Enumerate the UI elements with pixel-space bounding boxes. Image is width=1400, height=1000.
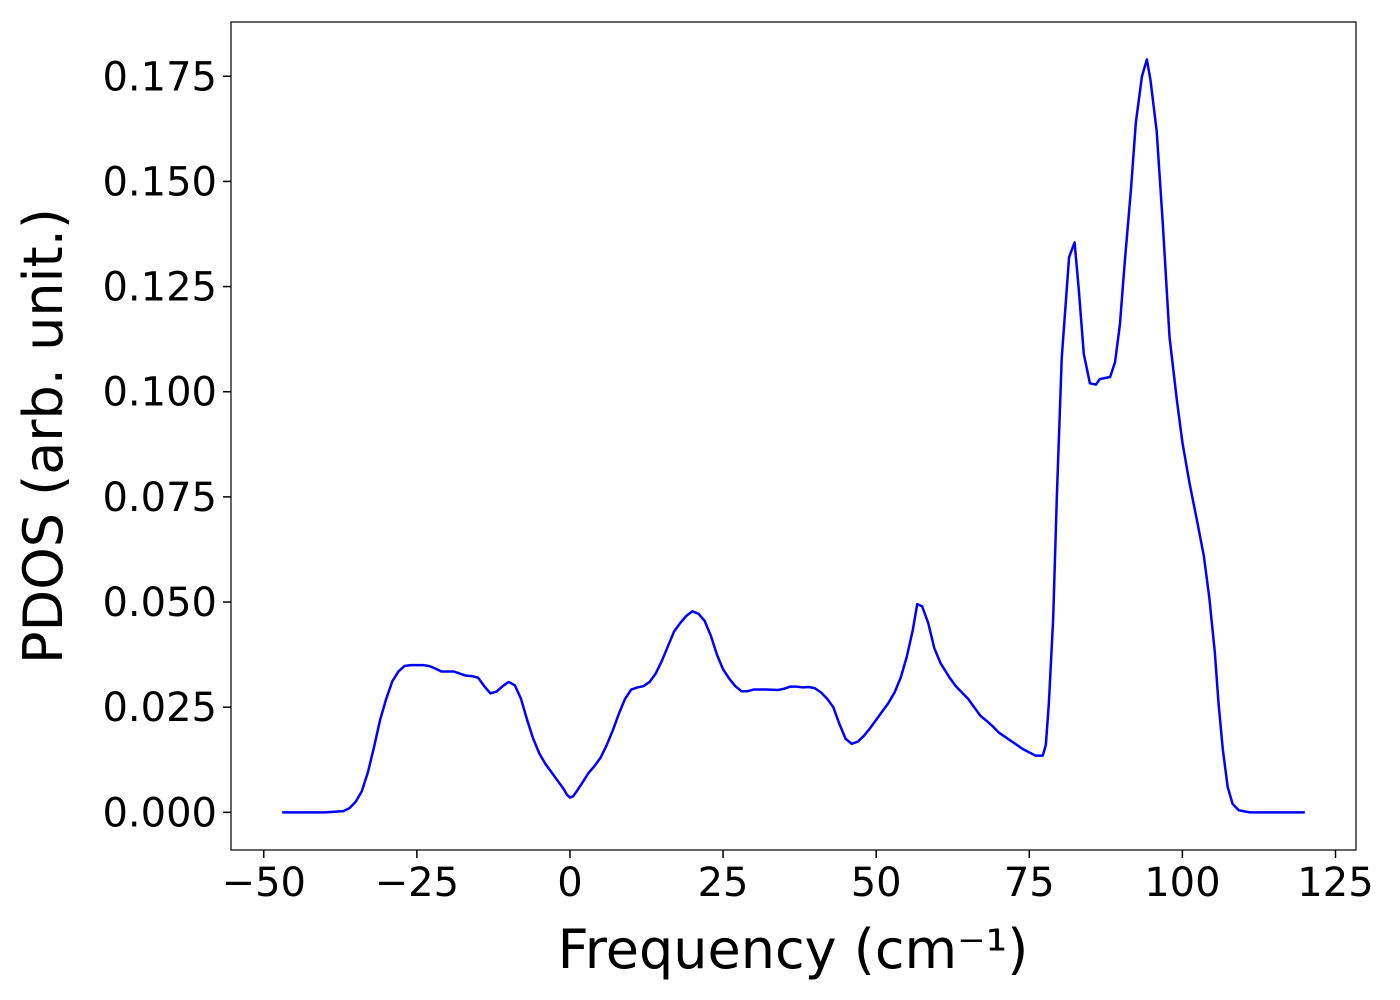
- x-tick-label: 0: [557, 860, 582, 906]
- x-tick-label: 125: [1297, 860, 1373, 906]
- y-tick-label: 0.075: [102, 475, 217, 521]
- y-tick-label: 0.025: [102, 685, 217, 731]
- y-axis-label: PDOS (arb. unit.): [12, 208, 75, 664]
- y-tick-label: 0.150: [102, 159, 217, 205]
- x-axis-label: Frequency (cm⁻¹): [558, 918, 1029, 981]
- x-tick-label: −50: [222, 860, 306, 906]
- line: [282, 58, 1305, 814]
- x-tick-label: 50: [851, 860, 902, 906]
- x-tick-label: 25: [698, 860, 749, 906]
- y-tick-label: 0.050: [102, 580, 217, 626]
- y-tick-label: 0.100: [102, 370, 217, 416]
- y-tick-label: 0.175: [102, 54, 217, 100]
- y-tick-label: 0.125: [102, 265, 217, 311]
- x-tick-label: 100: [1144, 860, 1220, 906]
- x-tick-label: −25: [375, 860, 459, 906]
- y-tick-label: 0.000: [102, 790, 217, 836]
- x-tick-label: 75: [1004, 860, 1055, 906]
- plot-frame: [230, 21, 1357, 851]
